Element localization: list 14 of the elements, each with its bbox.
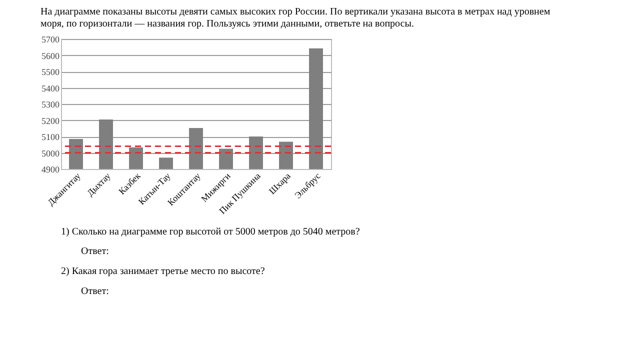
y-tick-label: 5400 <box>42 83 60 94</box>
chart-title: На диаграмме показаны высоты девяти самых высоких гор России. По вертикали указана высота в метрах над уровнем моря, по горизонтали — названия гор. Пользуясь этими данными, ответьте на вопросы. <box>40 6 551 30</box>
y-tick-label: 5700 <box>42 34 60 44</box>
y-tick-label: 5100 <box>42 132 60 142</box>
y-tick-label: 5600 <box>42 50 60 61</box>
text: 2) Какая гора занимает третье место по высоте? <box>61 266 266 277</box>
text: 1) Сколько на диаграмме гор высотой от 5000 метров до 5040 метров? <box>61 226 360 238</box>
y-tick-label: 5000 <box>42 148 60 158</box>
y-tick-label: 4900 <box>42 164 60 174</box>
text: Ответ: <box>81 246 109 258</box>
text: Ответ: <box>81 286 109 297</box>
y-tick-label: 5500 <box>42 67 60 77</box>
y-tick-label: 5200 <box>42 116 60 126</box>
y-tick-label: 5300 <box>42 100 60 110</box>
